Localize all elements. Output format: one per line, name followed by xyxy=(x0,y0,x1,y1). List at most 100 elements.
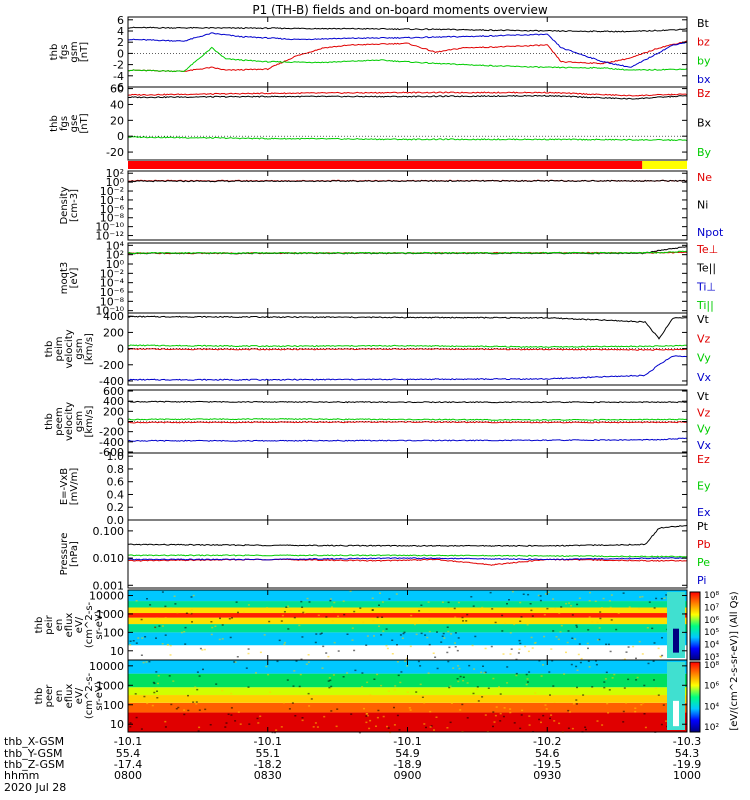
spectrogram-speckle xyxy=(575,626,578,628)
legend-ez: Ez xyxy=(697,453,710,466)
spectrogram-speckle xyxy=(571,637,574,639)
y-tick-label: 0.001 xyxy=(93,579,125,592)
panel-11: 10000 1000 100 10 thb peer en eflux eV/(cm^2-s-s… xyxy=(34,659,688,734)
spectrogram-speckle xyxy=(234,661,237,663)
spectrogram-speckle xyxy=(234,720,237,722)
spectrogram-speckle xyxy=(640,703,643,706)
spectrogram-speckle xyxy=(420,632,423,635)
spectrogram-speckle xyxy=(365,713,368,715)
spectrogram-speckle xyxy=(459,709,462,711)
spectrogram-speckle xyxy=(546,607,549,610)
spectrogram-speckle xyxy=(314,722,317,724)
spectrogram-band xyxy=(128,607,687,614)
y-axis-label: eflux xyxy=(64,613,75,638)
spectrogram-speckle xyxy=(385,644,388,647)
spectrogram-speckle xyxy=(530,636,533,639)
spectrogram-speckle xyxy=(515,658,518,661)
colorbar-label: [eV/(cm^2-s-sr-eV)] (All Qs) xyxy=(729,591,740,730)
spectrogram-speckle xyxy=(302,611,305,614)
spectrogram-speckle xyxy=(307,661,310,663)
y-axis-label: Density xyxy=(59,186,70,224)
spectrogram-speckle xyxy=(148,699,151,702)
spectrogram-speckle xyxy=(362,621,365,624)
legend-pe: Pe xyxy=(697,556,710,569)
time-tick-hhmm: 0930 xyxy=(533,769,561,782)
legend-bx: Bx xyxy=(697,117,712,130)
spectrogram-speckle xyxy=(598,638,601,641)
spectrogram-speckle xyxy=(652,660,655,662)
spectrogram-speckle xyxy=(418,610,421,612)
spectrogram-speckle xyxy=(164,617,167,619)
spectrogram-speckle xyxy=(300,600,303,603)
spectrogram-speckle xyxy=(379,592,381,594)
spectrogram-speckle xyxy=(568,711,571,713)
y-tick-label: 0 xyxy=(117,343,124,356)
spectrogram-speckle xyxy=(632,645,635,648)
spectrogram-speckle xyxy=(269,691,272,693)
spectrogram-speckle xyxy=(155,671,158,673)
y-axis-label: gsm xyxy=(74,411,85,432)
spectrogram-speckle xyxy=(183,709,186,711)
spectrogram-speckle xyxy=(175,708,178,710)
y-tick-label: -20 xyxy=(106,146,124,159)
spectrogram-speckle xyxy=(578,643,581,645)
spectrogram-speckle xyxy=(337,650,340,652)
spectrogram-speckle xyxy=(164,726,167,728)
spectrogram-speckle xyxy=(560,606,563,608)
legend-pb: Pb xyxy=(697,538,711,551)
spectrogram-speckle xyxy=(660,723,663,726)
spectrogram-speckle xyxy=(648,601,651,603)
spectrogram-speckle xyxy=(366,681,369,684)
legend-ni: Ni xyxy=(697,199,708,212)
spectrogram-speckle xyxy=(265,701,268,703)
spectrogram-speckle xyxy=(495,706,498,708)
spectrogram-speckle xyxy=(484,647,487,650)
spectrogram-speckle xyxy=(414,623,416,626)
y-axis-label: E=-VxB xyxy=(59,468,70,505)
spectrogram-speckle xyxy=(300,658,303,661)
spectrogram-speckle xyxy=(558,612,561,614)
spectrogram-speckle xyxy=(325,652,328,654)
spectrogram-speckle xyxy=(445,696,448,698)
spectrogram-speckle xyxy=(391,653,394,655)
spectrogram-speckle xyxy=(499,720,502,722)
series-vy-line xyxy=(128,417,687,421)
spectrogram-speckle xyxy=(642,702,645,704)
spectrogram-speckle xyxy=(571,727,574,730)
spectrogram-speckle xyxy=(402,632,405,635)
spectrogram-speckle xyxy=(448,686,451,689)
spectrogram-speckle xyxy=(434,656,437,658)
y-tick-label: 400 xyxy=(103,395,124,408)
spectrogram-speckle xyxy=(406,665,409,667)
spectrogram-speckle xyxy=(622,721,625,723)
spectrogram-speckle xyxy=(314,641,317,644)
series-pe-line xyxy=(128,554,687,558)
spectrogram-speckle xyxy=(449,685,452,687)
spectrogram-speckle xyxy=(399,681,402,684)
spectrogram-speckle xyxy=(189,612,192,614)
spectrogram-speckle xyxy=(587,660,590,662)
spectrogram-speckle xyxy=(653,642,656,644)
y-axis-label: [eV] xyxy=(69,268,80,289)
colorbar-upper xyxy=(689,591,701,661)
spectrogram-speckle xyxy=(161,591,164,593)
spectrogram-speckle xyxy=(403,631,406,634)
spectrogram-speckle xyxy=(440,641,443,643)
spectrogram-speckle xyxy=(157,675,160,677)
spectrogram-speckle xyxy=(513,623,516,626)
y-axis-label: thb xyxy=(44,341,55,358)
spectrogram-speckle xyxy=(230,707,233,709)
legend-vx: Vx xyxy=(697,371,712,384)
spectrogram-speckle xyxy=(366,635,369,637)
spectrogram-speckle xyxy=(198,709,201,711)
y-tick-label: 10⁻¹⁰ xyxy=(95,221,124,234)
spectrogram-speckle xyxy=(231,617,233,619)
spectrogram-speckle xyxy=(172,680,175,682)
spectrogram-band xyxy=(128,687,687,696)
spectrogram-speckle xyxy=(427,672,430,674)
spectrogram-speckle xyxy=(566,641,569,644)
spectrogram-speckle xyxy=(321,667,324,669)
spectrogram-speckle xyxy=(435,716,438,718)
